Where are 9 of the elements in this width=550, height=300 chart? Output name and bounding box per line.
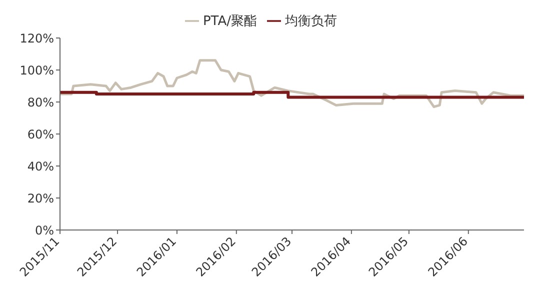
legend-label: PTA/聚酯 xyxy=(202,14,258,29)
y-tick-label: 60% xyxy=(27,127,54,142)
legend-label: 均衡负荷 xyxy=(285,14,338,29)
y-tick-label: 80% xyxy=(27,95,54,110)
y-tick-label: 40% xyxy=(27,159,54,174)
y-tick-label: 20% xyxy=(27,191,54,206)
y-tick-label: 120% xyxy=(20,31,54,46)
y-tick-label: 0% xyxy=(34,223,54,238)
y-tick-label: 100% xyxy=(20,63,54,78)
